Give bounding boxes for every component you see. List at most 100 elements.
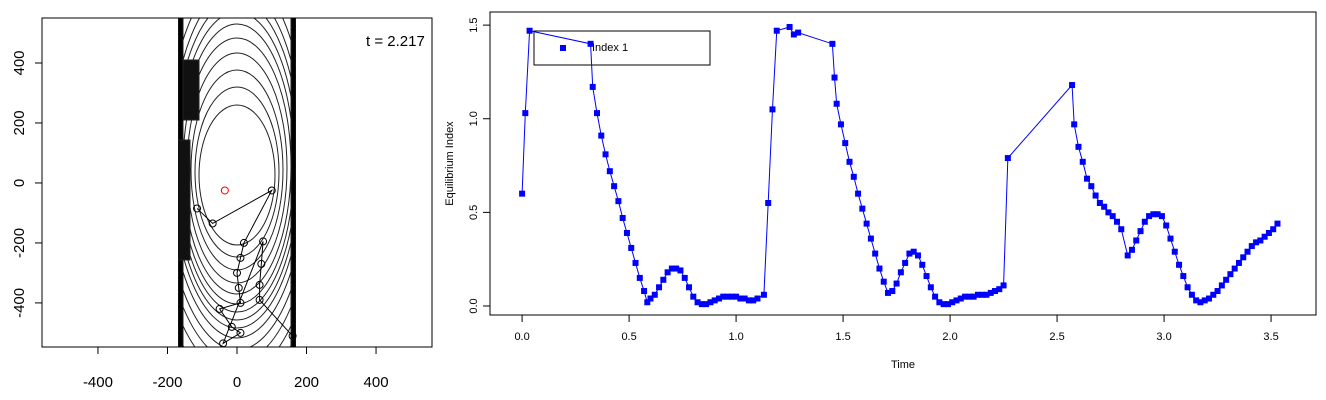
marker xyxy=(1084,175,1091,182)
marker xyxy=(660,276,667,283)
marker xyxy=(842,140,849,147)
marker xyxy=(1113,218,1120,225)
marker xyxy=(932,293,939,300)
marker xyxy=(1214,288,1221,295)
marker xyxy=(970,293,977,300)
marker xyxy=(681,274,688,281)
marker xyxy=(773,27,780,34)
marker xyxy=(1109,213,1116,220)
marker xyxy=(1150,211,1157,218)
point xyxy=(255,280,264,289)
marker xyxy=(698,301,705,308)
marker xyxy=(1253,239,1260,246)
y-tick-label: 1.0 xyxy=(468,111,480,126)
marker xyxy=(872,250,879,257)
marker xyxy=(1092,192,1099,199)
marker xyxy=(846,158,853,165)
marker xyxy=(940,301,947,308)
marker xyxy=(1240,254,1247,261)
marker xyxy=(1218,282,1225,289)
x-axis-label: Time xyxy=(891,359,915,371)
y-tick-label: 0.0 xyxy=(468,298,480,313)
marker xyxy=(754,295,761,302)
x-tick-label: 0 xyxy=(233,374,241,391)
marker xyxy=(957,295,964,302)
marker xyxy=(919,261,926,268)
legend-marker xyxy=(560,45,566,51)
x-tick-label: 1.5 xyxy=(835,331,850,343)
marker xyxy=(1210,291,1217,298)
marker xyxy=(1235,259,1242,266)
point xyxy=(236,328,245,337)
legend-box xyxy=(533,30,711,66)
marker xyxy=(602,151,609,158)
marker xyxy=(1227,271,1234,278)
marker xyxy=(1004,155,1011,162)
marker xyxy=(1193,297,1200,304)
marker xyxy=(987,289,994,296)
plot-frame xyxy=(489,11,1317,316)
marker xyxy=(1270,226,1277,233)
marker xyxy=(765,200,772,207)
marker xyxy=(606,168,613,175)
marker xyxy=(1180,273,1187,280)
x-tick-label: 2.5 xyxy=(1049,331,1064,343)
point xyxy=(219,339,228,348)
marker xyxy=(656,284,663,291)
marker xyxy=(966,293,973,300)
marker xyxy=(647,295,654,302)
marker xyxy=(686,284,693,291)
marker xyxy=(880,278,887,285)
marker xyxy=(1248,243,1255,250)
marker xyxy=(944,301,951,308)
marker xyxy=(897,269,904,276)
marker xyxy=(677,267,684,274)
marker xyxy=(974,291,981,298)
x-tick-label: 2.0 xyxy=(942,331,957,343)
marker xyxy=(651,291,658,298)
y-tick-label: 400 xyxy=(11,50,28,75)
marker xyxy=(786,23,793,30)
marker xyxy=(1197,299,1204,306)
point xyxy=(220,186,229,195)
x-tick-label: 0.0 xyxy=(514,331,529,343)
marker xyxy=(720,293,727,300)
marker xyxy=(1184,284,1191,291)
x-tick-label: 1.0 xyxy=(728,331,743,343)
y-tick-label: 0 xyxy=(11,179,28,187)
marker xyxy=(902,259,909,266)
marker xyxy=(1075,143,1082,150)
marker xyxy=(992,288,999,295)
marker xyxy=(737,295,744,302)
marker xyxy=(893,280,900,287)
point xyxy=(257,259,266,268)
marker xyxy=(1079,158,1086,165)
trajectory xyxy=(196,189,293,345)
point xyxy=(239,238,248,247)
point xyxy=(193,204,202,213)
marker xyxy=(889,288,896,295)
marker xyxy=(906,250,913,257)
marker xyxy=(1133,237,1140,244)
point xyxy=(234,283,243,292)
marker xyxy=(1137,228,1144,235)
marker xyxy=(914,252,921,259)
marker xyxy=(996,286,1003,293)
x-tick-label: 3.5 xyxy=(1263,331,1278,343)
legend-label: Index 1 xyxy=(592,42,628,54)
marker xyxy=(1128,246,1135,253)
marker xyxy=(694,299,701,306)
marker xyxy=(1141,218,1148,225)
marker xyxy=(1167,235,1174,242)
marker xyxy=(724,293,731,300)
marker xyxy=(1206,295,1213,302)
marker xyxy=(795,29,802,36)
marker xyxy=(598,132,605,139)
marker xyxy=(829,40,836,47)
point xyxy=(267,186,276,195)
marker xyxy=(733,293,740,300)
marker xyxy=(1261,233,1268,240)
x-tick-label: 0.5 xyxy=(621,331,636,343)
marker xyxy=(1088,183,1095,190)
